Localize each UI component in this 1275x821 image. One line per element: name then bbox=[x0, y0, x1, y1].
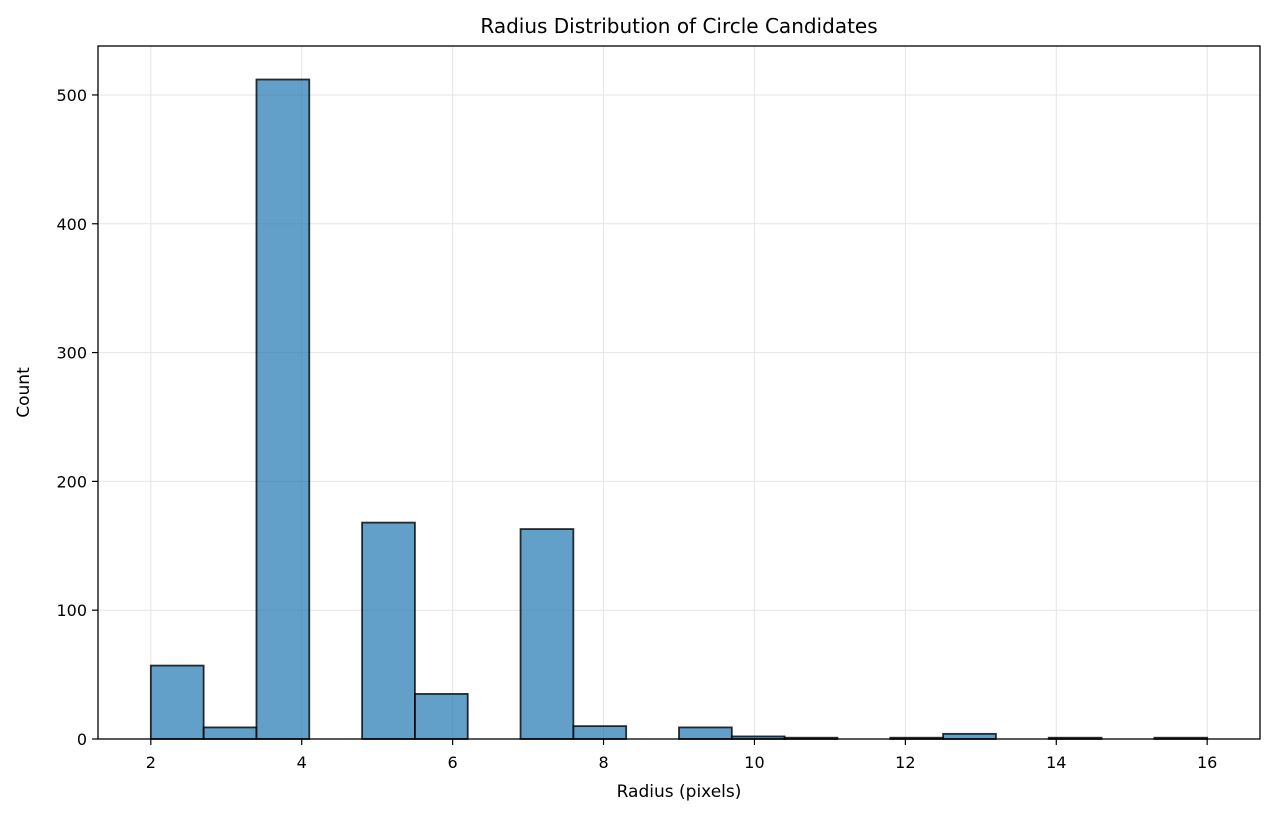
x-tick-label: 16 bbox=[1197, 753, 1217, 772]
x-tick-label: 2 bbox=[146, 753, 156, 772]
y-tick-label: 100 bbox=[56, 601, 87, 620]
histogram-bar bbox=[414, 693, 469, 740]
bars-layer bbox=[149, 78, 1209, 740]
histogram-bar bbox=[255, 78, 311, 740]
x-tick-label: 6 bbox=[448, 753, 458, 772]
histogram-bar bbox=[519, 528, 575, 740]
x-tick-label: 10 bbox=[744, 753, 764, 772]
y-tick-label: 500 bbox=[56, 86, 87, 105]
y-tick-label: 200 bbox=[56, 472, 87, 491]
y-axis-label: Count bbox=[14, 367, 34, 418]
x-tick-label: 14 bbox=[1046, 753, 1066, 772]
histogram-bar bbox=[361, 521, 416, 740]
x-tick-label: 12 bbox=[895, 753, 915, 772]
histogram-bar bbox=[678, 726, 733, 740]
x-axis-ticks: 2 4 6 8 10 12 14 16 bbox=[146, 739, 1217, 772]
y-tick-label: 0 bbox=[77, 730, 87, 749]
histogram-bar bbox=[149, 664, 205, 740]
x-axis-label: Radius (pixels) bbox=[617, 782, 742, 802]
histogram-bar bbox=[202, 726, 258, 740]
x-tick-label: 4 bbox=[297, 753, 307, 772]
chart-title: Radius Distribution of Circle Candidates bbox=[480, 14, 877, 38]
y-tick-label: 400 bbox=[56, 215, 87, 234]
y-axis-ticks: 0 100 200 300 400 500 bbox=[56, 86, 98, 749]
histogram-bar bbox=[942, 732, 997, 740]
y-tick-label: 300 bbox=[56, 344, 87, 363]
plot-frame bbox=[97, 45, 1261, 740]
x-tick-label: 8 bbox=[598, 753, 608, 772]
histogram-bar bbox=[572, 725, 628, 740]
